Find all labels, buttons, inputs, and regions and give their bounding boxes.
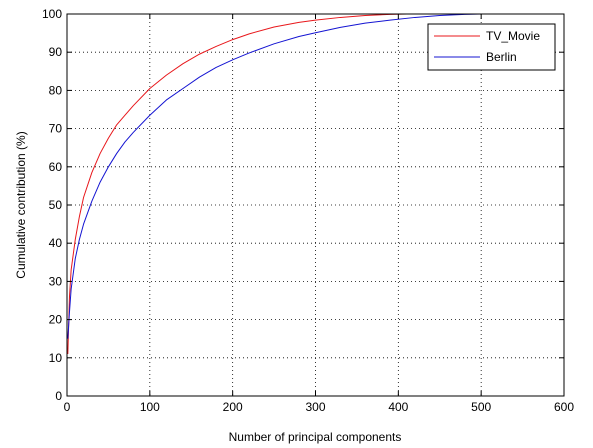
- x-tick-label: 500: [471, 400, 491, 414]
- y-tick-label: 60: [49, 160, 63, 174]
- y-tick-label: 50: [49, 198, 63, 212]
- x-tick-label: 300: [305, 400, 325, 414]
- legend: TV_Movie Berlin: [427, 23, 556, 71]
- y-tick-label: 90: [49, 45, 63, 59]
- y-tick-label: 80: [49, 83, 63, 97]
- x-tick-label: 100: [140, 400, 160, 414]
- legend-label: TV_Movie: [486, 29, 540, 43]
- grid-layer: [67, 14, 564, 396]
- y-tick-label: 100: [42, 7, 62, 21]
- y-tick-label: 70: [49, 122, 63, 136]
- series-line-tv-movie: [67, 13, 415, 354]
- series-layer: [67, 13, 490, 354]
- legend-box: [427, 23, 556, 71]
- legend-label: Berlin: [486, 50, 517, 64]
- y-tick-label: 30: [49, 274, 63, 288]
- y-tick-label: 10: [49, 351, 63, 365]
- series-line-berlin: [67, 13, 490, 339]
- y-tick-label: 40: [49, 236, 63, 250]
- x-tick-label: 0: [64, 400, 71, 414]
- x-axis-label: Number of principal components: [229, 430, 402, 444]
- y-tick-label: 0: [55, 389, 62, 403]
- x-tick-label: 200: [223, 400, 243, 414]
- x-tick-label: 400: [388, 400, 408, 414]
- y-axis-label: Cumulative contribution (%): [14, 131, 28, 278]
- x-tick-label: 600: [554, 400, 574, 414]
- tick-layer: 0 100 200 300 400 500 600 0 10 20 30 40 50 60 70 80 90 10…: [42, 7, 574, 414]
- y-tick-label: 20: [49, 313, 63, 327]
